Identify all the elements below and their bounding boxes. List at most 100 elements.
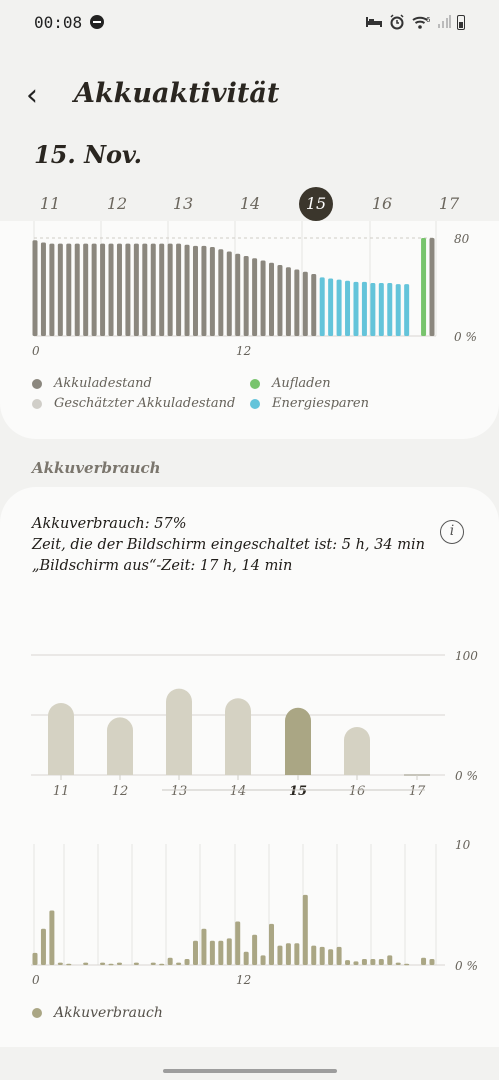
- status-left: 00:08: [34, 13, 105, 32]
- battery-bar: [294, 269, 300, 336]
- hourly-bar: [226, 938, 232, 965]
- battery-bar: [252, 258, 258, 336]
- hourly-bar: [192, 940, 198, 965]
- daily-bar-13: [166, 688, 192, 775]
- hourly-bar: [32, 952, 38, 965]
- hourly-bar: [184, 958, 190, 965]
- battery-bar: [235, 253, 241, 336]
- legend-label-usage: Akkuverbrauch: [54, 1005, 163, 1021]
- day-selector: 11 12 13 14 15 16 17: [0, 184, 499, 221]
- daily-label-12: 12: [112, 784, 129, 799]
- battery-bar: [404, 284, 410, 336]
- legend-level: Akkuladestand: [32, 376, 152, 391]
- hourly-bar: [269, 923, 275, 965]
- hourly-bar: [167, 957, 173, 965]
- app-header: ‹ Akkuaktivität: [0, 72, 499, 122]
- battery-bar: [421, 238, 427, 336]
- hourly-bar: [209, 940, 215, 965]
- day-tab-15[interactable]: 15: [299, 187, 333, 221]
- battery-bar: [361, 281, 367, 336]
- battery-bar: [319, 277, 325, 336]
- hourly-bar: [311, 945, 317, 965]
- hourly-bar: [353, 961, 359, 965]
- battery-level-card: [0, 221, 499, 439]
- info-icon[interactable]: i: [440, 520, 464, 544]
- battery-bar: [429, 238, 435, 336]
- legend-label-charging: Aufladen: [272, 376, 331, 391]
- daily-bar-12: [107, 717, 133, 775]
- hourly-bar: [176, 962, 182, 965]
- status-right: 6: [365, 14, 465, 30]
- legend-estimated: Geschätzter Akkuladestand: [32, 396, 235, 411]
- hourly-bar: [336, 946, 342, 965]
- battery-bar: [32, 240, 38, 336]
- legend-label-level: Akkuladestand: [54, 376, 152, 391]
- hourly-bar: [159, 963, 165, 966]
- x-label-12: 12: [236, 973, 251, 986]
- battery-bar: [159, 243, 165, 336]
- day-tab-16[interactable]: 16: [371, 194, 393, 213]
- dnd-icon: [90, 15, 105, 29]
- daily-label-16: 16: [349, 784, 366, 799]
- battery-bar: [370, 283, 376, 336]
- y-label-bottom: 0 %: [455, 769, 478, 783]
- daily-bar-14: [225, 698, 251, 775]
- day-tab-13[interactable]: 13: [172, 194, 194, 213]
- legend-power-saving: Energiesparen: [250, 396, 369, 411]
- daily-label-15: 15: [289, 784, 307, 799]
- day-tab-14[interactable]: 14: [239, 194, 261, 213]
- battery-bar: [91, 243, 97, 336]
- battery-bar: [269, 262, 275, 336]
- hourly-bar: [361, 958, 367, 965]
- battery-bar: [57, 243, 63, 336]
- battery-bar: [184, 244, 190, 336]
- battery-bar: [378, 283, 384, 336]
- hourly-bar: [49, 910, 55, 965]
- hourly-bar: [395, 962, 401, 965]
- day-tab-17[interactable]: 17: [438, 194, 460, 213]
- daily-label-17: 17: [409, 784, 426, 799]
- battery-bar: [226, 251, 232, 336]
- battery-level-chart: 80 0 % 0 12: [32, 221, 477, 358]
- status-bar: 00:08 6: [0, 0, 499, 44]
- hourly-bar: [404, 963, 410, 966]
- y-label-top: 80: [454, 232, 470, 246]
- battery-bar: [302, 271, 308, 336]
- back-arrow-icon[interactable]: ‹: [26, 78, 38, 113]
- hourly-bar: [260, 955, 266, 965]
- battery-bar: [133, 243, 139, 336]
- battery-bar: [201, 245, 207, 336]
- legend-dot-charging: [250, 378, 260, 389]
- hourly-bar: [429, 958, 435, 965]
- wifi-6-icon: 6: [412, 16, 431, 29]
- hourly-bar: [243, 951, 249, 965]
- section-label-usage: Akkuverbrauch: [32, 459, 161, 477]
- daily-bar-15: [285, 707, 311, 775]
- battery-bar: [395, 284, 401, 336]
- hourly-usage-chart: 10 0 % 0 12: [31, 838, 478, 986]
- battery-bar: [49, 243, 55, 336]
- y-label-bottom: 0 %: [455, 959, 478, 973]
- home-indicator[interactable]: [163, 1069, 337, 1073]
- legend-label-estimated: Geschätzter Akkuladestand: [54, 396, 236, 411]
- hourly-bar: [40, 928, 46, 965]
- battery-bar: [125, 243, 131, 336]
- hourly-bar: [83, 962, 89, 965]
- hourly-bar: [235, 921, 241, 965]
- x-label-0: 0: [32, 973, 40, 986]
- sleep-icon: [366, 17, 382, 27]
- day-tab-12[interactable]: 12: [106, 194, 128, 213]
- daily-label-14: 14: [230, 784, 247, 799]
- hourly-bar: [328, 949, 334, 965]
- hourly-bar: [218, 940, 224, 965]
- hourly-bar: [294, 943, 300, 965]
- daily-usage-chart: 11 12 13 14 15 16 17 100 0 %: [31, 649, 478, 799]
- battery-bar: [277, 265, 283, 336]
- day-tab-11[interactable]: 11: [39, 194, 61, 213]
- hourly-bar: [108, 963, 114, 966]
- x-label-0: 0: [32, 344, 40, 358]
- battery-icon: [457, 14, 465, 30]
- battery-bar: [150, 243, 156, 336]
- battery-bar: [74, 243, 80, 336]
- battery-bar: [167, 243, 173, 336]
